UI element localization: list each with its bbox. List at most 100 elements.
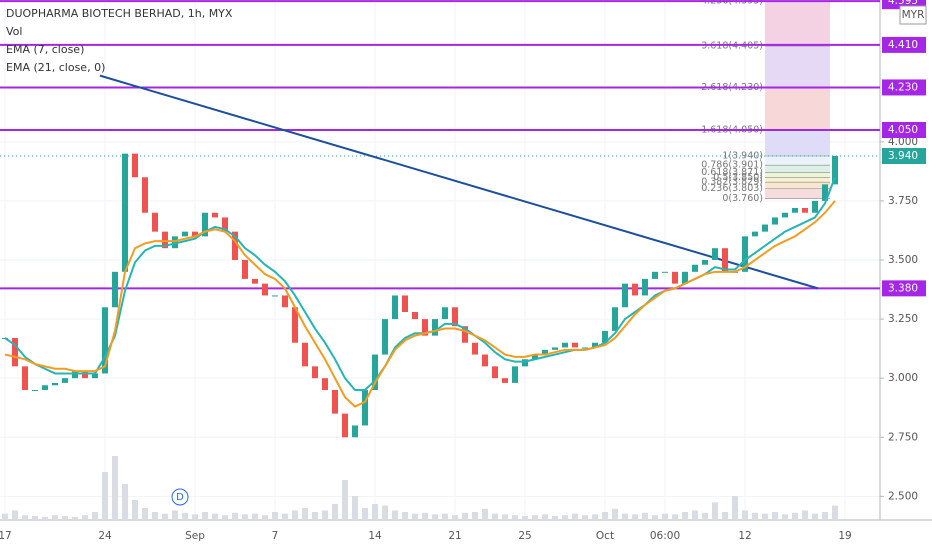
candle [802,208,808,213]
volume-bar [722,512,728,520]
volume-bar [432,514,438,520]
candle [792,208,798,213]
candle [562,342,568,348]
volume-bar [72,516,78,520]
volume-bar [402,512,408,520]
level-tag-label: 4.410 [888,39,918,51]
volume-bar [242,514,248,520]
x-tick-label: 06:00 [650,530,680,542]
volume-bar [282,513,288,520]
volume-bar [652,515,658,520]
y-tick-label: 2.500 [888,490,918,502]
volume-bar [802,510,808,520]
candle [682,271,688,284]
volume-bar [292,510,298,520]
fib-label: 0.5(3.850) [713,172,763,183]
candle [92,373,98,379]
candle [482,354,488,367]
volume-bar [462,512,468,520]
volume-bar [152,512,158,520]
candle [692,264,698,272]
fib-label: 0.236(3.803) [701,183,763,194]
level-tag-label: 3.380 [888,282,918,294]
volume-bar [662,513,668,520]
candle [752,231,758,237]
candle [552,347,558,350]
candle [772,217,778,225]
volume-bar [582,515,588,520]
volume-bar [482,508,488,520]
x-tick-label: 25 [518,530,531,542]
fib-label: 4.236(4.595) [701,0,763,7]
volume-bar [412,513,418,520]
candle [762,224,768,232]
volume-bar [232,512,238,520]
volume-bar [92,512,98,520]
candle [652,271,658,279]
legend-entry: EMA (21, close, 0) [6,61,105,74]
candle [352,425,358,438]
volume-bar [162,513,168,520]
volume-bar [82,515,88,520]
fib-zone [765,188,830,199]
candle [12,338,18,367]
volume-bar [262,515,268,520]
volume-bar [202,512,208,520]
candle [672,271,678,284]
fib-label: 0.786(3.901) [701,160,763,171]
x-tick-label: 14 [368,530,382,542]
candle [342,413,348,438]
volume-bar [452,515,458,520]
candle [702,260,708,265]
fib-zone [765,1,830,47]
volume-bar [472,512,478,520]
dividend-marker-circle[interactable] [171,488,189,506]
volume-bar [222,515,228,520]
volume-bar [322,510,328,520]
candle [382,319,388,355]
candle [72,371,78,379]
volume-bar [562,515,568,520]
candle [712,248,718,260]
currency-box[interactable] [899,5,927,25]
volume-bar [62,516,68,520]
candle [32,390,38,391]
volume-bar [792,512,798,520]
fib-zone [765,156,830,166]
currency[interactable]: MYR [902,9,925,21]
level-tag [882,79,926,96]
fib-label: 1(3.940) [722,151,763,162]
candle [622,283,628,308]
candle [42,385,48,390]
volume-bar [422,512,428,520]
candle [442,307,448,320]
candle [222,217,228,232]
candle [192,231,198,237]
volume-bar [632,514,638,520]
volume-bar [612,508,618,520]
volume-legend: Vol [6,25,22,38]
dividend-marker[interactable]: D [176,492,184,503]
fib-zone [765,87,830,130]
volume-bar [122,484,128,520]
volume-bar [642,512,648,520]
candle [582,347,588,349]
volume-bar [12,510,18,520]
level-tag [882,122,926,138]
volume-bar [832,505,838,520]
volume-bar [372,504,378,520]
volume-bar [102,472,108,520]
volume-bar [352,496,358,520]
candle [52,382,58,386]
volume-bar [42,516,48,520]
candle [722,248,728,272]
candle [492,366,498,379]
candle [412,312,418,320]
x-tick-label: 19 [838,530,851,542]
volume-bar [442,513,448,520]
fib-zone [765,177,830,183]
candle [462,326,468,343]
volume-bar [342,480,348,520]
level-tag [882,280,926,297]
candle [252,278,258,284]
